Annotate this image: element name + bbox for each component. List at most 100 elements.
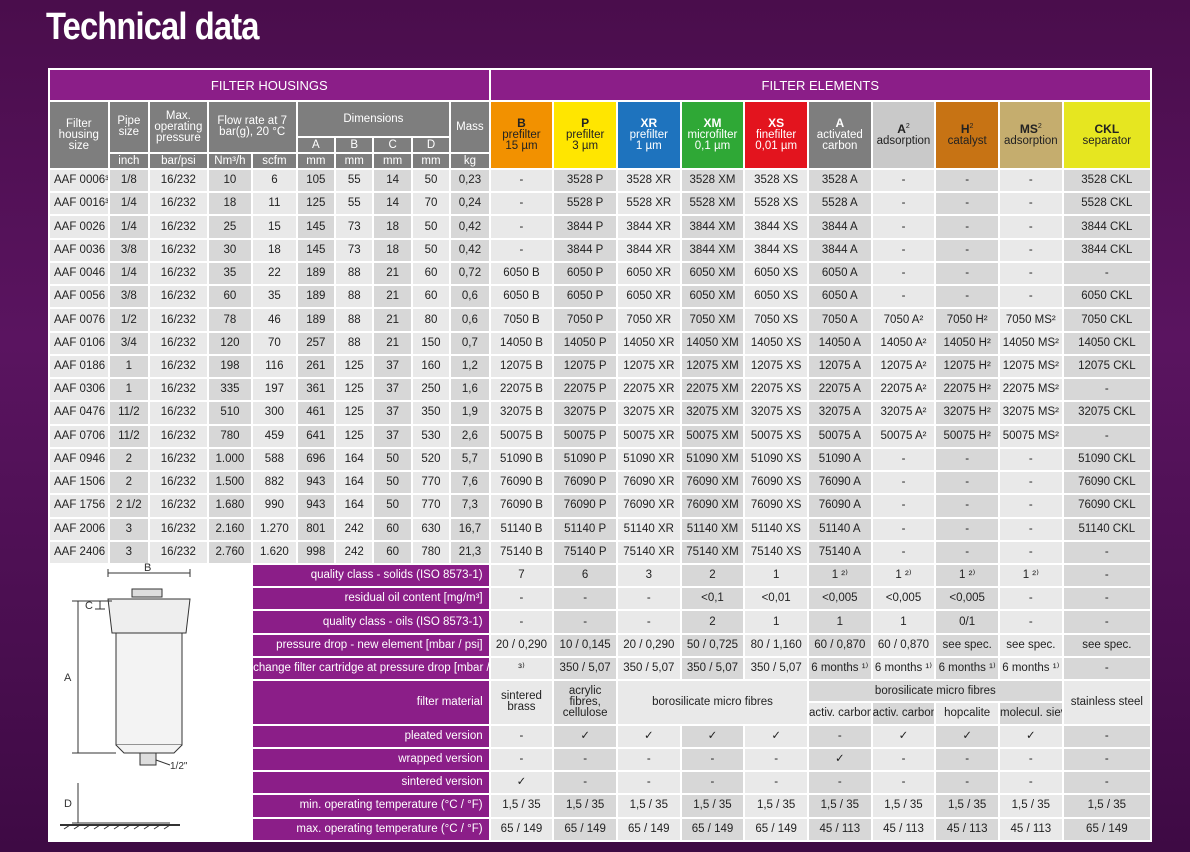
material-acrylic: acrylic fibres, cellulose — [554, 681, 616, 724]
spec-value: - — [490, 588, 553, 610]
material-hopcalite: hopcalite — [936, 703, 998, 724]
table-cell: 50075 H² — [936, 425, 998, 447]
table-cell: - — [872, 262, 935, 285]
table-cell: 76090 XR — [617, 495, 680, 517]
spec-value: 1 ²⁾ — [808, 564, 871, 587]
table-cell: 76090 A — [808, 472, 871, 494]
spec-value: ✓ — [1000, 725, 1062, 747]
table-cell: 2,6 — [451, 425, 489, 447]
table-cell: 7050 A — [808, 309, 871, 331]
table-cell: 5528 XM — [681, 193, 744, 215]
spec-value: 350 / 5,07 — [745, 657, 807, 680]
table-cell: 7050 A² — [872, 309, 935, 331]
table-cell: 16/232 — [150, 355, 207, 378]
table-cell: 459 — [253, 425, 296, 447]
table-cell: 16/232 — [150, 309, 207, 331]
spec-value: 6 months ¹⁾ — [1000, 657, 1062, 680]
table-cell: 60 — [412, 286, 450, 308]
table-cell: 300 — [253, 402, 296, 424]
material-row: filter material sintered brass acrylic fib… — [50, 681, 1150, 724]
table-cell: 12075 CKL — [1063, 355, 1150, 378]
unit-0: inch — [109, 154, 149, 168]
table-cell: 1/4 — [109, 262, 149, 285]
housing-name: AAF 2406 — [50, 541, 108, 563]
table-cell: 125 — [297, 193, 335, 215]
table-cell: 21 — [374, 332, 411, 354]
table-cell: 7,3 — [451, 495, 489, 517]
table-cell: 60 — [374, 518, 411, 540]
table-cell: 50075 A — [808, 425, 871, 447]
table-cell: 3844 XS — [745, 239, 807, 261]
table-cell: 14050 H² — [936, 332, 998, 354]
table-row: AAF 0306 1 16/232 335 197 361 125 37 250 1,6 22075… — [50, 379, 1150, 401]
table-cell: 0,7 — [451, 332, 489, 354]
spec-value: 65 / 149 — [490, 818, 553, 840]
element-code: H — [960, 121, 970, 136]
spec-value: 350 / 5,07 — [617, 657, 680, 680]
table-cell: 22075 XR — [617, 379, 680, 401]
table-cell: 88 — [336, 309, 373, 331]
spec-value: ✓ — [681, 725, 744, 747]
table-cell: 88 — [336, 262, 373, 285]
table-cell: 50075 XR — [617, 425, 680, 447]
housing-name: AAF 1756 — [50, 495, 108, 517]
spec-value: see spec. — [1000, 634, 1062, 656]
table-cell: 6050 XS — [745, 286, 807, 308]
table-cell: 22075 B — [490, 379, 553, 401]
spec-value: - — [1000, 748, 1062, 771]
table-cell: 0,6 — [451, 286, 489, 308]
spec-value: 1 — [745, 564, 807, 587]
table-cell: 76090 P — [554, 472, 616, 494]
table-cell: 6050 XM — [681, 286, 744, 308]
table-cell: 1.680 — [208, 495, 252, 517]
table-cell: 37 — [374, 379, 411, 401]
table-cell: 11 — [253, 193, 296, 215]
element-line2: 1 µm — [635, 140, 662, 152]
table-cell: 21 — [374, 309, 411, 331]
element-code: A — [897, 121, 906, 136]
table-cell: 6050 XM — [681, 262, 744, 285]
unit-3: scfm — [253, 154, 296, 168]
dim-a: A — [297, 138, 335, 152]
table-cell: 198 — [208, 355, 252, 378]
spec-value: 1,5 / 35 — [490, 795, 553, 817]
table-cell: 510 — [208, 402, 252, 424]
spec-value: ³⁾ — [490, 657, 553, 680]
table-cell: - — [1000, 518, 1062, 540]
spec-value: - — [617, 748, 680, 771]
table-cell: 51090 XM — [681, 448, 744, 471]
element-line2: 15 µm — [505, 140, 538, 152]
material-borosilicate: borosilicate micro fibres — [617, 681, 807, 724]
table-cell: 630 — [412, 518, 450, 540]
spec-value: 65 / 149 — [681, 818, 744, 840]
spec-label: pressure drop - new element [mbar / psi] — [253, 634, 489, 656]
table-cell: 11/2 — [109, 402, 149, 424]
table-cell: 12075 H² — [936, 355, 998, 378]
table-cell: - — [490, 239, 553, 261]
spec-value: - — [872, 772, 935, 794]
table-cell: 12075 B — [490, 355, 553, 378]
table-cell: - — [936, 170, 998, 192]
table-cell: 641 — [297, 425, 335, 447]
table-cell: 22075 A² — [872, 379, 935, 401]
table-row: AAF 0186 1 16/232 198 116 261 125 37 160 1,2 12075… — [50, 355, 1150, 378]
table-cell: 73 — [336, 239, 373, 261]
table-row: AAF 0106 3/4 16/232 120 70 257 88 21 150 0,7 14050… — [50, 332, 1150, 354]
housing-name: AAF 0026 — [50, 216, 108, 238]
table-cell: - — [1000, 286, 1062, 308]
table-cell: 12075 XR — [617, 355, 680, 378]
element-line2: 3 µm — [572, 140, 599, 152]
table-cell: 242 — [336, 541, 373, 563]
table-cell: 11/2 — [109, 425, 149, 447]
table-cell: 14050 XM — [681, 332, 744, 354]
spec-row: change filter cartridge at pressure drop… — [50, 657, 1150, 680]
housing-name: AAF 0046 — [50, 262, 108, 285]
table-cell: 770 — [412, 472, 450, 494]
table-cell: 7050 B — [490, 309, 553, 331]
table-cell: 50075 MS² — [1000, 425, 1062, 447]
table-cell: 76090 B — [490, 495, 553, 517]
table-cell: 37 — [374, 355, 411, 378]
table-cell: - — [1000, 541, 1062, 563]
table-cell: 70 — [253, 332, 296, 354]
